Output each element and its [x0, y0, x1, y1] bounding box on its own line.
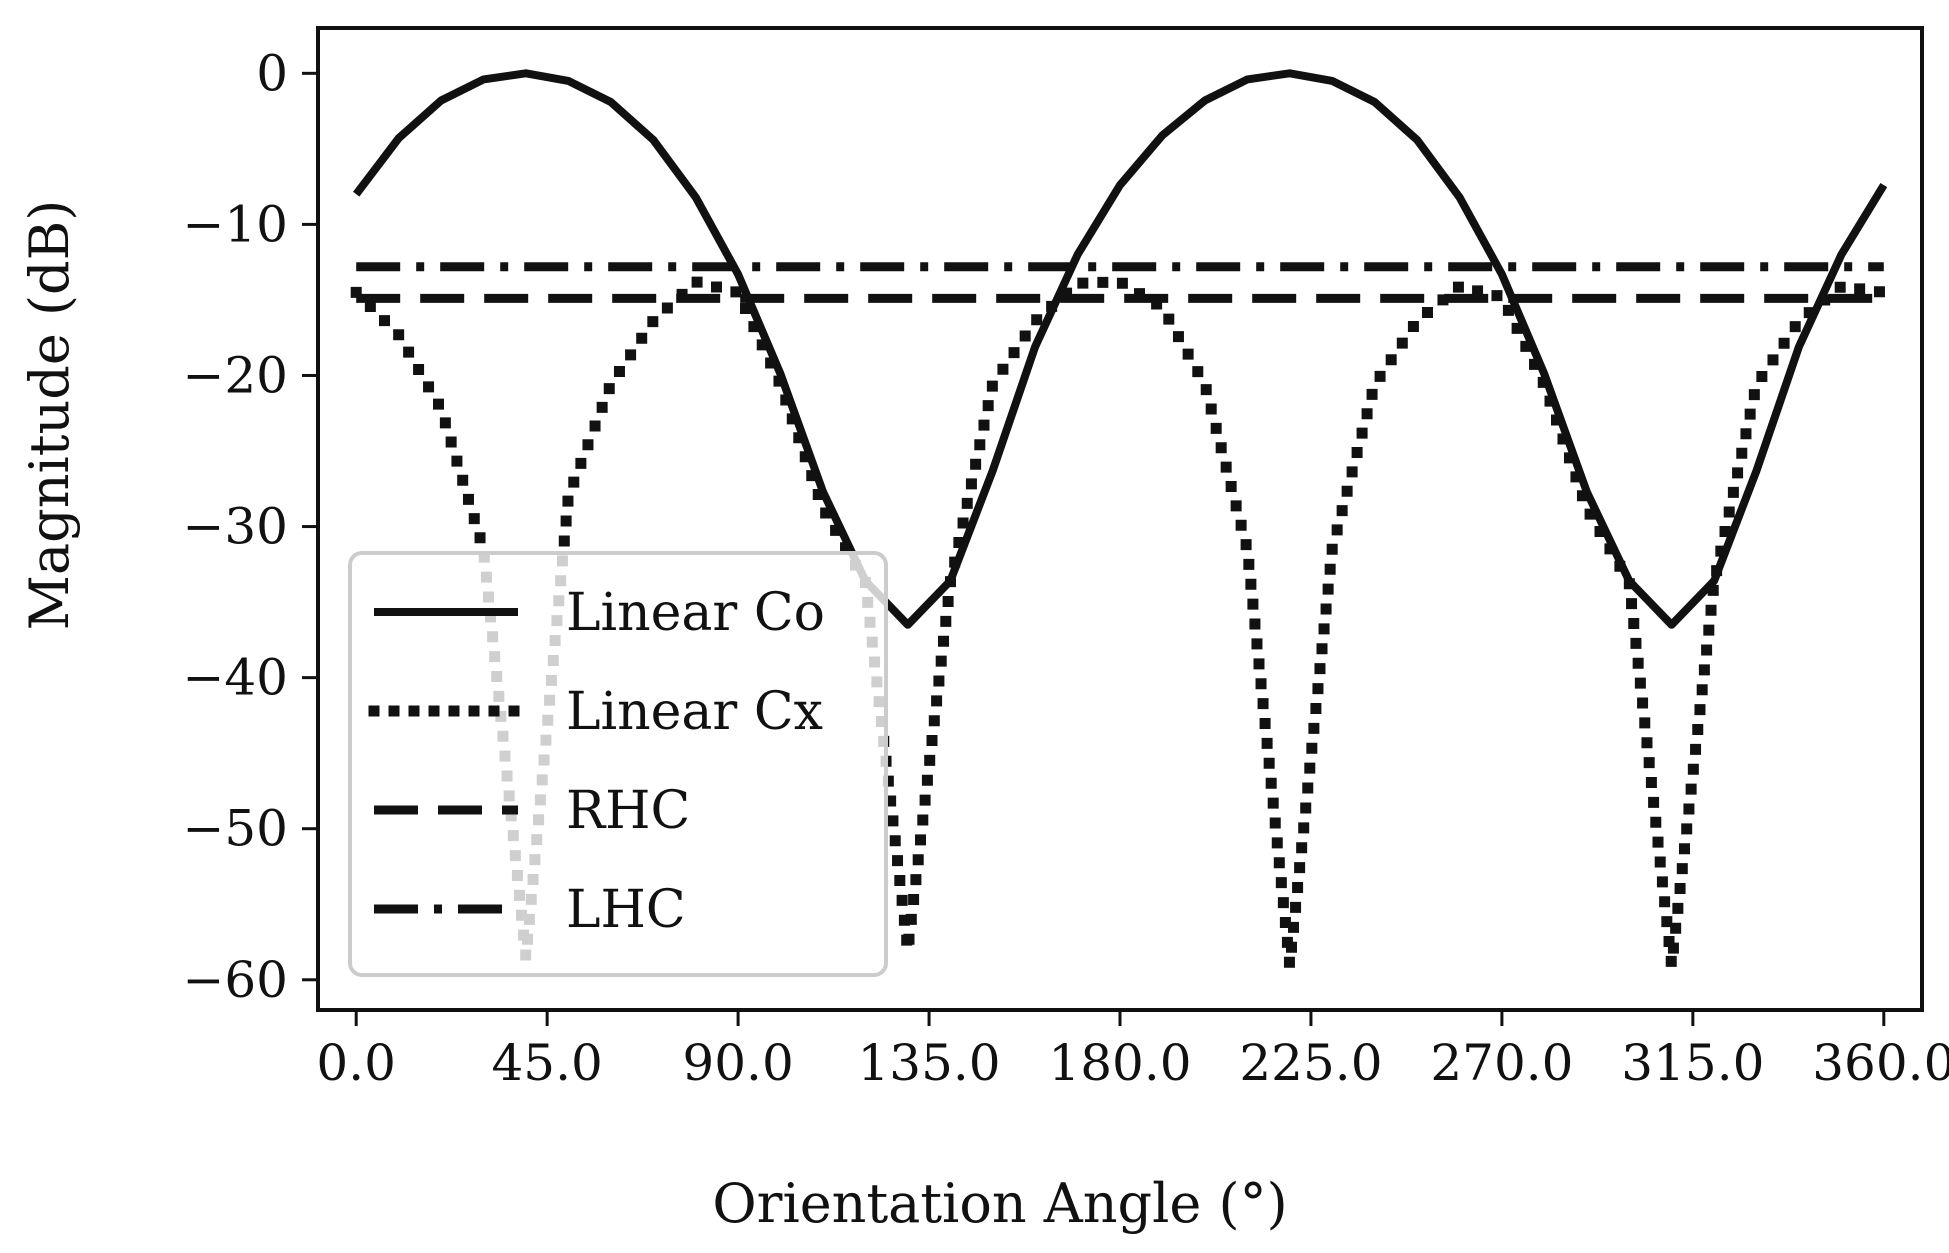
x-tick-label: 180.0 [1048, 1034, 1191, 1092]
x-tick-label: 360.0 [1812, 1034, 1949, 1092]
y-tick-label: −40 [182, 649, 288, 707]
y-tick-label: 0 [256, 44, 288, 102]
x-tick-label: 225.0 [1239, 1034, 1382, 1092]
legend-label: RHC [566, 781, 690, 841]
y-tick-label: −60 [182, 951, 288, 1009]
x-tick-label: 0.0 [316, 1034, 396, 1092]
plot-area-frame [316, 26, 1924, 1012]
y-tick-label: −10 [182, 195, 288, 253]
legend-label: Linear Cx [566, 682, 823, 742]
series-layer [348, 69, 1891, 971]
x-tick-label: 135.0 [857, 1034, 1000, 1092]
legend-label: LHC [566, 880, 686, 940]
y-axis-title: Magnitude (dB) [18, 200, 81, 631]
x-tick-label: 90.0 [682, 1034, 793, 1092]
y-tick-label: −30 [182, 498, 288, 556]
x-tick-label: 315.0 [1621, 1034, 1764, 1092]
series-line-linear-cx [348, 276, 1891, 971]
ticks-layer: 0.0 45.0 90.0 135.0 180.0 225.0 270.0 315.0 360.… [182, 44, 1949, 1092]
x-tick-label: 270.0 [1430, 1034, 1573, 1092]
x-tick-label: 45.0 [491, 1034, 602, 1092]
legend: Linear Co Linear Cx RHC LHC [348, 551, 888, 977]
y-tick-label: −50 [182, 800, 288, 858]
legend-label: Linear Co [566, 583, 825, 643]
y-tick-label: −20 [182, 346, 288, 404]
x-axis-title: Orientation Angle (°) [712, 1172, 1287, 1235]
legend-frame [348, 551, 888, 977]
series-line-linear-co [353, 69, 1888, 629]
